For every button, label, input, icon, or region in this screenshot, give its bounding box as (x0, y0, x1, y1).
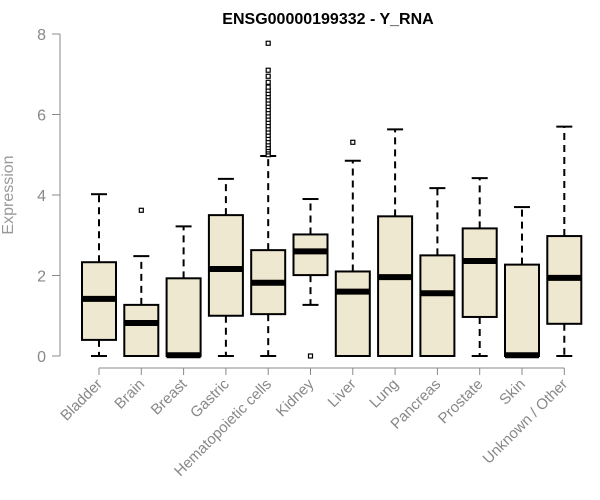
y-axis: 0 2 4 6 8 (37, 27, 61, 366)
outlier-point (307, 353, 314, 359)
box-rect (334, 270, 371, 358)
y-tick-label: 2 (37, 269, 46, 286)
chart-title: ENSG00000199332 - Y_RNA (222, 11, 434, 28)
outlier-point (265, 84, 271, 90)
outlier-point (138, 207, 144, 213)
x-tick-label: Prostate (435, 376, 487, 428)
x-tick-label: Kidney (273, 375, 318, 420)
plot-area (81, 40, 583, 359)
box-0 (81, 193, 117, 357)
box-2 (165, 225, 202, 359)
x-tick-label: Bladder (57, 376, 106, 425)
outlier-point (265, 79, 271, 85)
x-tick-label: Skin (496, 376, 529, 409)
box-rect (292, 233, 329, 277)
x-tick-label: Breast (148, 375, 191, 418)
box-8 (419, 187, 456, 357)
box-rect (207, 214, 244, 317)
x-tick-label: Lung (366, 376, 402, 412)
box-7 (377, 128, 414, 357)
box-rect (165, 277, 202, 358)
box-rect (377, 215, 414, 357)
y-tick-label: 4 (37, 188, 46, 205)
box-rect (123, 303, 160, 358)
y-tick-label: 0 (37, 349, 46, 366)
outlier-point (265, 67, 271, 73)
x-tick-label: Brain (111, 376, 148, 413)
box-5 (292, 198, 329, 359)
y-tick-label: 8 (37, 27, 46, 44)
box-10 (504, 206, 540, 359)
y-tick-label: 6 (37, 108, 46, 125)
outlier-point (265, 40, 271, 46)
y-axis-label: Expression (0, 155, 17, 234)
box-rect (504, 263, 540, 358)
box-rect (419, 254, 456, 357)
box-1 (123, 207, 160, 358)
outlier-point (350, 139, 356, 145)
box-9 (461, 177, 498, 357)
box-rect (461, 227, 498, 318)
outlier-point (265, 73, 271, 79)
x-tick-label: Liver (325, 376, 360, 411)
box-11 (546, 125, 583, 357)
box-6 (334, 139, 371, 358)
box-3 (207, 177, 244, 357)
box-4 (250, 40, 287, 357)
